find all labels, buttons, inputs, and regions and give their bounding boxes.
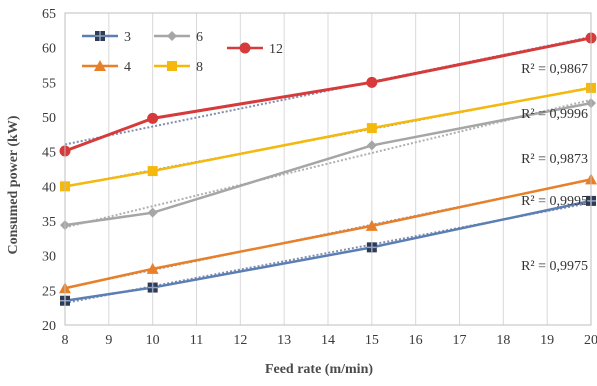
data-point [167,31,177,41]
data-point [146,262,159,274]
grid [108,13,548,325]
series-line-4 [64,178,592,290]
legend-item-4: 4 [82,60,131,75]
r2-label-series-6: R² = 0,9873 [521,152,588,167]
data-point [366,140,377,151]
x-tick-label: 8 [62,333,69,348]
x-tick-label: 20 [584,333,597,348]
x-tick-label: 11 [190,333,203,348]
y-tick-label: 25 [42,284,56,299]
data-point [366,76,378,88]
legend-item-6: 6 [154,30,203,45]
x-tick-label: 14 [321,333,335,348]
legend-label: 3 [124,30,131,45]
r2-label-series-4: R² = 0,9995 [521,194,588,209]
legend-label: 6 [196,30,203,45]
y-axis-title: Consumed power (kW) [6,115,21,254]
series-lines [64,36,592,302]
y-tick-label: 65 [42,7,56,22]
x-tick-label: 19 [540,333,554,348]
r2-label-series-3: R² = 0,9975 [521,259,588,274]
y-tick-label: 50 [42,111,56,126]
x-tick-label: 18 [496,333,510,348]
legend-label: 12 [269,42,283,57]
plot-area-border [64,12,592,326]
y-tick-label: 55 [42,76,56,91]
y-tick-label: 40 [42,180,56,195]
legend-label: 4 [124,60,131,75]
legend: 3 4 6 8 12 [82,30,283,75]
data-point [147,166,158,177]
data-point [366,123,377,134]
series-line-6 [64,101,592,227]
y-tick-label: 60 [42,42,56,57]
legend-label: 8 [196,60,203,75]
r2-annotations: R² = 0,9975 R² = 0,9995 R² = 0,9873 R² = 0,… [521,62,588,274]
data-point [147,282,158,293]
y-tick-label: 35 [42,215,56,230]
y-tick-label: 20 [42,319,56,334]
x-tick-label: 15 [365,333,379,348]
data-point [147,112,159,124]
legend-item-3: 3 [82,30,131,45]
data-point [366,242,377,253]
series-line-3 [64,199,592,302]
series-line-12 [64,36,592,153]
data-point [167,61,177,71]
plot-frame [64,12,592,326]
data-point [147,207,158,218]
y-tick-label: 45 [42,146,56,161]
y-tick-label: 30 [42,250,56,265]
x-tick-label: 10 [146,333,160,348]
data-point [95,31,105,41]
x-tick-label: 16 [409,333,423,348]
legend-item-12: 12 [227,42,283,57]
data-point [94,60,106,71]
r2-label-series-12: R² = 0,9867 [521,62,588,77]
x-tick-label: 9 [105,333,112,348]
legend-item-8: 8 [154,60,203,75]
series-line-8 [64,86,592,188]
x-axis-title: Feed rate (m/min) [265,362,373,377]
x-tick-label: 17 [453,333,467,348]
data-point [365,219,378,231]
x-tick-label: 13 [277,333,291,348]
tick-labels: 8 9 10 11 12 13 14 15 16 17 18 19 20 20 25 30 35 40 45 50 55… [42,7,597,348]
data-point [239,42,251,54]
x-tick-label: 12 [233,333,247,348]
r2-label-series-8: R² = 0,9996 [521,107,588,122]
